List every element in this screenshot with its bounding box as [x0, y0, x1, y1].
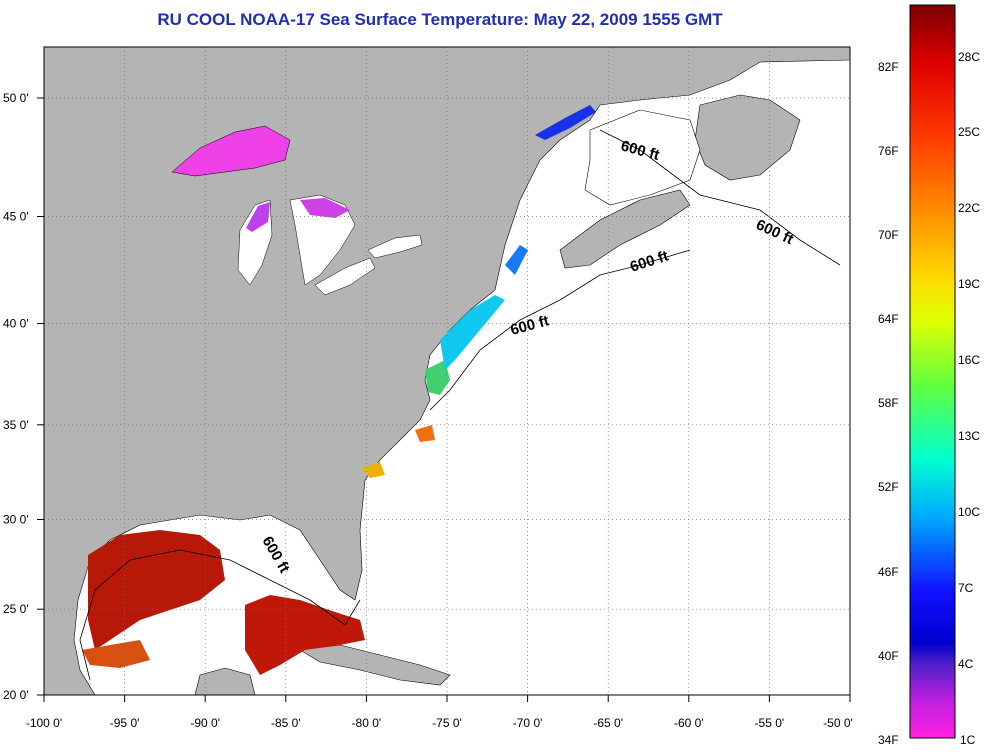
nova-scotia-land	[559, 189, 691, 269]
longitude-label: -70 0'	[513, 716, 543, 730]
colorbar-celsius-label: 22C	[958, 201, 980, 215]
colorbar-fahrenheit-label: 46F	[878, 565, 899, 579]
longitude-label: -95 0'	[110, 716, 140, 730]
longitude-label: -65 0'	[593, 716, 623, 730]
isobath-line-shelf	[429, 249, 691, 411]
gulf-sst-west	[88, 530, 225, 650]
longitude-label: -80 0'	[352, 716, 382, 730]
yucatan-land	[194, 667, 256, 695]
colorbar-celsius-label: 28C	[958, 50, 980, 64]
isobath-line-northeast	[599, 129, 841, 266]
colorbar-fahrenheit-label: 40F	[878, 649, 899, 663]
atlantic-sst-midatlantic	[425, 360, 450, 395]
colorbar-fahrenheit-label: 58F	[878, 396, 899, 410]
longitude-label: -60 0'	[674, 716, 704, 730]
latitude-label: 30 0'	[3, 513, 29, 527]
colorbar-fahrenheit-label: 52F	[878, 480, 899, 494]
colorbar-fahrenheit-label: 70F	[878, 228, 899, 242]
latitude-label: 50 0'	[3, 91, 29, 105]
atlantic-sst-gulf-of-maine	[505, 245, 528, 275]
temperature-colorbar	[909, 4, 956, 739]
atlantic-sst-shelf	[440, 295, 505, 370]
colorbar-fahrenheit-label: 82F	[878, 60, 899, 74]
gulf-sst-east	[245, 595, 365, 675]
latitude-label: 40 0'	[3, 317, 29, 331]
latitude-label: 45 0'	[3, 210, 29, 224]
colorbar-fahrenheit-label: 64F	[878, 312, 899, 326]
longitude-label: -90 0'	[190, 716, 220, 730]
atlantic-sst-hatteras	[415, 425, 435, 442]
longitude-label: -100 0'	[26, 716, 62, 730]
latitude-label: 35 0'	[3, 418, 29, 432]
newfoundland-land	[694, 94, 801, 181]
colorbar-celsius-label: 4C	[958, 657, 974, 671]
colorbar-celsius-label: 16C	[958, 353, 980, 367]
cuba-land	[299, 644, 451, 686]
graticule	[44, 47, 850, 695]
st-lawrence-sst	[535, 105, 596, 140]
colorbar-celsius-label: 25C	[958, 125, 980, 139]
colorbar-celsius-label: 13C	[958, 429, 980, 443]
colorbar-celsius-label: 19C	[958, 277, 980, 291]
lake-erie	[314, 257, 376, 296]
colorbar-celsius-label: 1C	[960, 733, 976, 747]
colorbar-celsius-label: 10C	[958, 505, 980, 519]
map-title: RU COOL NOAA-17 Sea Surface Temperature:…	[157, 10, 723, 29]
colorbar-fahrenheit-label: 76F	[878, 144, 899, 158]
colorbar-fahrenheit-label: 34F	[878, 733, 899, 747]
gulf-st-lawrence-water	[584, 109, 701, 206]
latitude-label: 20 0'	[3, 688, 29, 702]
tick-marks	[37, 97, 851, 702]
longitude-label: -55 0'	[755, 716, 785, 730]
atlantic-sst-carolina	[362, 462, 385, 478]
lake-huron-sst	[300, 198, 350, 218]
lake-huron	[289, 194, 356, 286]
lake-michigan-sst	[246, 202, 270, 232]
longitude-label: -75 0'	[432, 716, 462, 730]
latitude-label: 25 0'	[3, 602, 29, 616]
lake-superior	[171, 125, 291, 177]
north-america-land	[44, 47, 850, 695]
longitude-label: -85 0'	[271, 716, 301, 730]
colorbar-celsius-label: 7C	[958, 581, 974, 595]
gulf-sst-southwest	[82, 640, 150, 668]
longitude-label: -50 0'	[823, 716, 853, 730]
lake-ontario	[367, 234, 423, 259]
